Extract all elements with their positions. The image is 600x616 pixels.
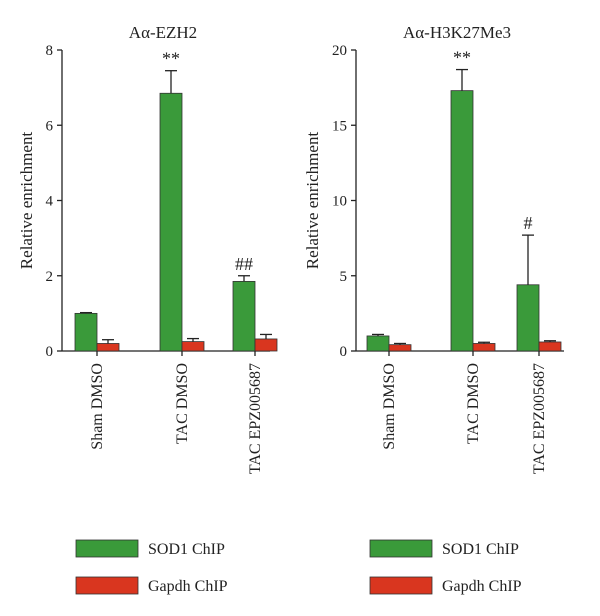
bar xyxy=(232,280,256,352)
legend-label: SOD1 ChIP xyxy=(442,541,519,558)
bar xyxy=(96,343,120,352)
bar xyxy=(450,90,474,352)
significance-annotation: # xyxy=(524,213,533,233)
category-label: Sham DMSO xyxy=(89,363,106,450)
category-label: Sham DMSO xyxy=(381,363,398,450)
y-tick-label: 4 xyxy=(46,194,54,210)
y-tick-label: 5 xyxy=(340,269,348,285)
y-tick-label: 2 xyxy=(46,269,54,285)
legend-swatch xyxy=(75,576,139,595)
bar xyxy=(254,338,278,352)
y-tick-label: 6 xyxy=(46,118,54,134)
legend-swatch xyxy=(369,576,433,595)
bar xyxy=(388,344,412,352)
y-tick-label: 15 xyxy=(332,118,347,134)
bar xyxy=(472,343,496,352)
significance-annotation: ** xyxy=(162,49,180,69)
y-tick-label: 0 xyxy=(340,344,348,360)
chart-title: Aα-EZH2 xyxy=(129,23,197,42)
significance-annotation: ** xyxy=(453,48,471,68)
category-label: TAC EPZ005687 xyxy=(247,363,264,474)
category-label: TAC DMSO xyxy=(174,363,191,444)
bar xyxy=(538,341,562,352)
legend-label: Gapdh ChIP xyxy=(442,578,522,595)
legend-swatch xyxy=(369,539,433,558)
legend-label: SOD1 ChIP xyxy=(148,541,225,558)
legend: SOD1 ChIP Gapdh ChIP xyxy=(369,539,522,595)
y-tick-label: 20 xyxy=(332,43,347,59)
chart-title: Aα-H3K27Me3 xyxy=(403,23,511,42)
y-tick-label: 0 xyxy=(46,344,54,360)
bar xyxy=(366,335,390,352)
y-tick-label: 8 xyxy=(46,43,54,59)
category-label: TAC EPZ005687 xyxy=(531,363,548,474)
legend-label: Gapdh ChIP xyxy=(148,578,228,595)
chart-1: Aα-EZH2 Relative enrichment 0 2 4 6 8 Sham DMSO… xyxy=(17,23,278,595)
y-tick-label: 10 xyxy=(332,194,347,210)
bar xyxy=(516,284,540,352)
bar xyxy=(181,341,205,352)
bar xyxy=(159,92,183,352)
y-axis-label: Relative enrichment xyxy=(303,132,322,270)
chart-2: Aα-H3K27Me3 Relative enrichment 0 5 10 15 20 Sh… xyxy=(303,23,564,595)
y-axis-label: Relative enrichment xyxy=(17,132,36,270)
legend-swatch xyxy=(75,539,139,558)
legend: SOD1 ChIP Gapdh ChIP xyxy=(75,539,228,595)
significance-annotation: ## xyxy=(235,254,253,274)
category-label: TAC DMSO xyxy=(465,363,482,444)
bar xyxy=(74,312,98,352)
